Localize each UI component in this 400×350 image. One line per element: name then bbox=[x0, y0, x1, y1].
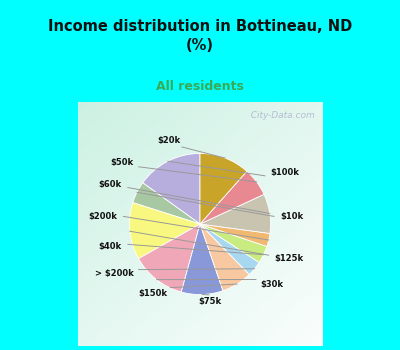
Wedge shape bbox=[143, 153, 200, 224]
Wedge shape bbox=[133, 183, 200, 224]
Wedge shape bbox=[138, 224, 200, 292]
Text: $50k: $50k bbox=[110, 158, 133, 167]
Wedge shape bbox=[200, 224, 267, 262]
Text: $60k: $60k bbox=[98, 180, 122, 189]
Wedge shape bbox=[200, 153, 247, 224]
Text: $20k: $20k bbox=[157, 136, 180, 145]
Wedge shape bbox=[181, 224, 223, 295]
Text: City-Data.com: City-Data.com bbox=[245, 111, 315, 120]
Text: All residents: All residents bbox=[156, 79, 244, 93]
Wedge shape bbox=[200, 194, 270, 233]
Wedge shape bbox=[130, 203, 200, 259]
Wedge shape bbox=[200, 224, 249, 291]
Text: $100k: $100k bbox=[270, 168, 300, 176]
Text: $10k: $10k bbox=[280, 212, 304, 220]
Wedge shape bbox=[200, 171, 264, 224]
Text: $125k: $125k bbox=[274, 254, 304, 263]
Text: $30k: $30k bbox=[261, 280, 284, 289]
Text: Income distribution in Bottineau, ND
(%): Income distribution in Bottineau, ND (%) bbox=[48, 19, 352, 52]
Text: $150k: $150k bbox=[139, 289, 168, 298]
Text: $75k: $75k bbox=[198, 297, 221, 306]
Text: $200k: $200k bbox=[88, 212, 117, 220]
Text: > $200k: > $200k bbox=[95, 270, 133, 279]
Wedge shape bbox=[200, 224, 270, 246]
Text: $40k: $40k bbox=[98, 242, 122, 251]
Wedge shape bbox=[200, 224, 259, 274]
